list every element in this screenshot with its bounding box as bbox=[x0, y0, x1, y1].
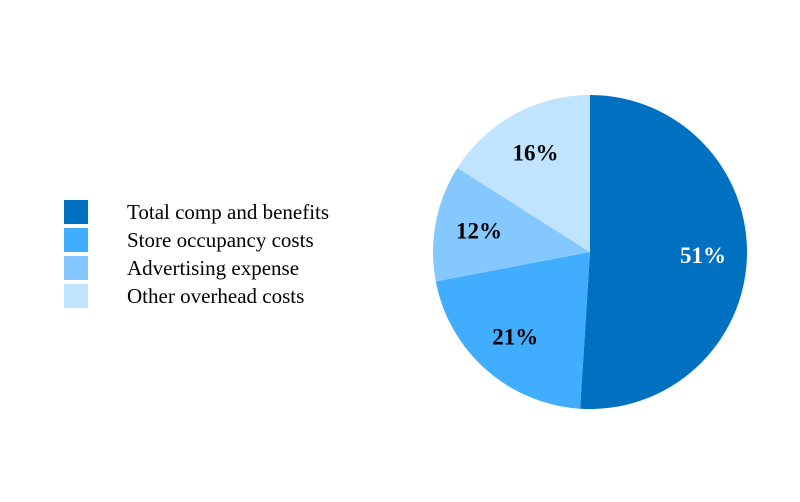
data-label: 51% bbox=[680, 243, 726, 268]
pie-slice bbox=[457, 95, 590, 252]
legend-item: Store occupancy costs bbox=[64, 226, 329, 254]
legend-label: Advertising expense bbox=[127, 255, 300, 280]
chart-legend: Total comp and benefits Store occupancy c… bbox=[64, 198, 329, 310]
data-label: 21% bbox=[492, 324, 538, 349]
data-label: 12% bbox=[456, 218, 502, 243]
legend-swatch bbox=[64, 228, 88, 252]
pie-slice bbox=[580, 95, 748, 409]
pie-slice bbox=[435, 252, 590, 409]
legend-label: Other overhead costs bbox=[127, 283, 305, 308]
legend-item: Advertising expense bbox=[64, 254, 329, 282]
legend-item: Other overhead costs bbox=[64, 282, 329, 310]
legend-label: Total comp and benefits bbox=[127, 199, 330, 224]
legend-swatch bbox=[64, 200, 88, 224]
legend-swatch bbox=[64, 284, 88, 308]
legend-label: Store occupancy costs bbox=[127, 227, 314, 252]
data-label: 16% bbox=[513, 140, 559, 165]
pie-slice bbox=[433, 167, 590, 282]
legend-swatch bbox=[64, 256, 88, 280]
legend-item: Total comp and benefits bbox=[64, 198, 329, 226]
